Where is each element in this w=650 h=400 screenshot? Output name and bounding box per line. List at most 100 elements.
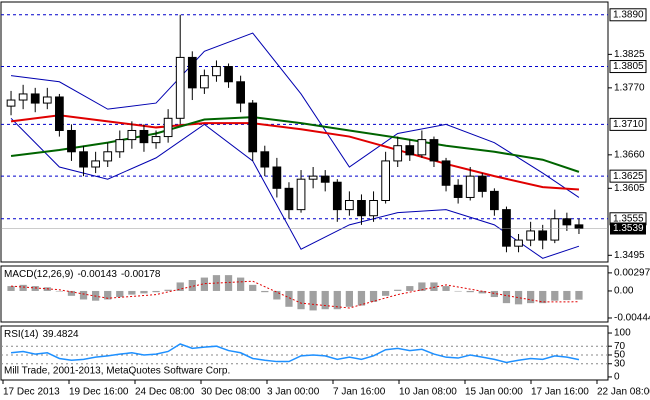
indicator-label: MACD(12,26,9) -0.00143 -0.00178 xyxy=(4,269,161,280)
candle-body xyxy=(393,145,403,162)
candle-body xyxy=(357,200,366,217)
y-tick-label: 1.3825 xyxy=(614,49,645,60)
y-tick-label: 100 xyxy=(614,328,631,339)
y-tick-label: 0.00297 xyxy=(614,268,650,279)
signal-line xyxy=(11,280,579,309)
candle-body xyxy=(465,175,475,198)
candle-body xyxy=(514,239,523,247)
histogram-bar xyxy=(345,290,353,307)
candle-body xyxy=(248,102,258,153)
overlay-line xyxy=(10,32,580,198)
histogram-bar xyxy=(79,290,88,300)
histogram-bar xyxy=(164,289,172,291)
y-tick-label: 50 xyxy=(614,350,626,361)
histogram-bar xyxy=(67,290,76,296)
overlay-line xyxy=(10,117,580,259)
candle-body xyxy=(308,175,318,180)
candle-body xyxy=(405,145,415,156)
x-tick-label: 3 Jan 00:00 xyxy=(267,387,320,398)
indicator-value: -0.00143 xyxy=(77,269,117,280)
histogram-bar xyxy=(297,290,305,310)
overlay-line xyxy=(10,114,580,191)
candle-body xyxy=(453,184,463,198)
histogram-bar xyxy=(369,290,378,302)
y-tick-label: 1.3660 xyxy=(614,149,645,160)
y-tick-label: 0.00 xyxy=(614,286,634,297)
histogram-bar xyxy=(212,275,221,291)
level-label: 1.3710 xyxy=(613,119,644,130)
histogram-bar xyxy=(128,290,136,295)
candle-body xyxy=(175,56,185,119)
y-tick-label: 70 xyxy=(614,341,626,352)
y-tick-label: 1.3770 xyxy=(614,82,645,93)
histogram-bar xyxy=(551,290,559,301)
y-tick-label: 1.3605 xyxy=(614,183,645,194)
histogram-bar xyxy=(478,290,486,294)
copyright: Mill Trade, 2001-2013, MetaQuotes Softwa… xyxy=(4,366,230,377)
x-tick-label: 22 Jan 08:00 xyxy=(597,387,650,398)
candle-body xyxy=(417,139,427,156)
candle-body xyxy=(260,151,270,168)
histogram-bar xyxy=(237,277,245,291)
histogram-bar xyxy=(430,282,438,291)
x-tick-label: 17 Jan 16:00 xyxy=(531,387,589,398)
candle-body xyxy=(91,160,100,168)
candle-body xyxy=(200,75,209,89)
candle-body xyxy=(477,175,487,192)
x-tick-label: 19 Dec 16:00 xyxy=(69,387,129,398)
histogram-bar xyxy=(382,290,390,296)
x-tick-label: 24 Dec 08:00 xyxy=(135,387,195,398)
histogram-bar xyxy=(442,286,450,291)
candle-body xyxy=(272,166,282,189)
panel-frame xyxy=(0,265,609,323)
candle-body xyxy=(345,200,354,211)
histogram-bar xyxy=(200,277,208,291)
level-label-box xyxy=(609,60,647,74)
candle-body xyxy=(30,93,40,104)
x-tick-label: 30 Dec 08:00 xyxy=(201,387,261,398)
candle-body xyxy=(236,81,245,104)
histogram-bar xyxy=(261,290,269,293)
candle-body xyxy=(441,160,451,186)
candle-body xyxy=(212,66,221,77)
histogram-bar xyxy=(333,290,341,310)
candle-body xyxy=(127,129,137,141)
candle-body xyxy=(139,129,149,144)
candle-body xyxy=(369,200,378,217)
indicator-label: RSI(14) 39.4824 xyxy=(4,329,79,340)
x-tick-label: 7 Jan 16:00 xyxy=(333,387,386,398)
histogram-bar xyxy=(152,290,160,293)
x-tick-label: 15 Jan 00:00 xyxy=(465,387,523,398)
histogram-bar xyxy=(273,290,281,300)
histogram-bar xyxy=(116,290,124,298)
histogram-bar xyxy=(104,290,112,300)
candle-body xyxy=(103,151,113,162)
histogram-bar xyxy=(502,290,511,304)
histogram-bar xyxy=(19,284,27,291)
indicator-value: RSI(14) xyxy=(4,329,38,340)
x-tick-label: 10 Jan 08:00 xyxy=(399,387,457,398)
histogram-bar xyxy=(575,290,583,300)
candle-body xyxy=(562,218,572,226)
histogram-bar xyxy=(31,286,39,291)
histogram-bar xyxy=(563,290,571,301)
y-tick-label: 30 xyxy=(614,358,626,369)
candle-body xyxy=(526,230,535,241)
level-label: 1.3625 xyxy=(613,171,644,182)
histogram-bar xyxy=(418,282,426,291)
histogram-bar xyxy=(357,290,366,306)
histogram-bar xyxy=(224,275,233,291)
histogram-bar xyxy=(321,290,329,310)
last-price-label: 1.3539 xyxy=(613,223,644,234)
candle-body xyxy=(284,187,294,211)
candle-body xyxy=(163,117,173,138)
level-label: 1.3890 xyxy=(613,9,644,20)
panel-frame xyxy=(0,1,609,263)
histogram-bar xyxy=(394,289,402,291)
histogram-bar xyxy=(466,290,474,293)
y-tick-label: 1.3495 xyxy=(614,250,645,261)
candle-body xyxy=(550,218,560,241)
level-label: 1.3555 xyxy=(613,213,644,224)
candle-body xyxy=(151,136,161,144)
